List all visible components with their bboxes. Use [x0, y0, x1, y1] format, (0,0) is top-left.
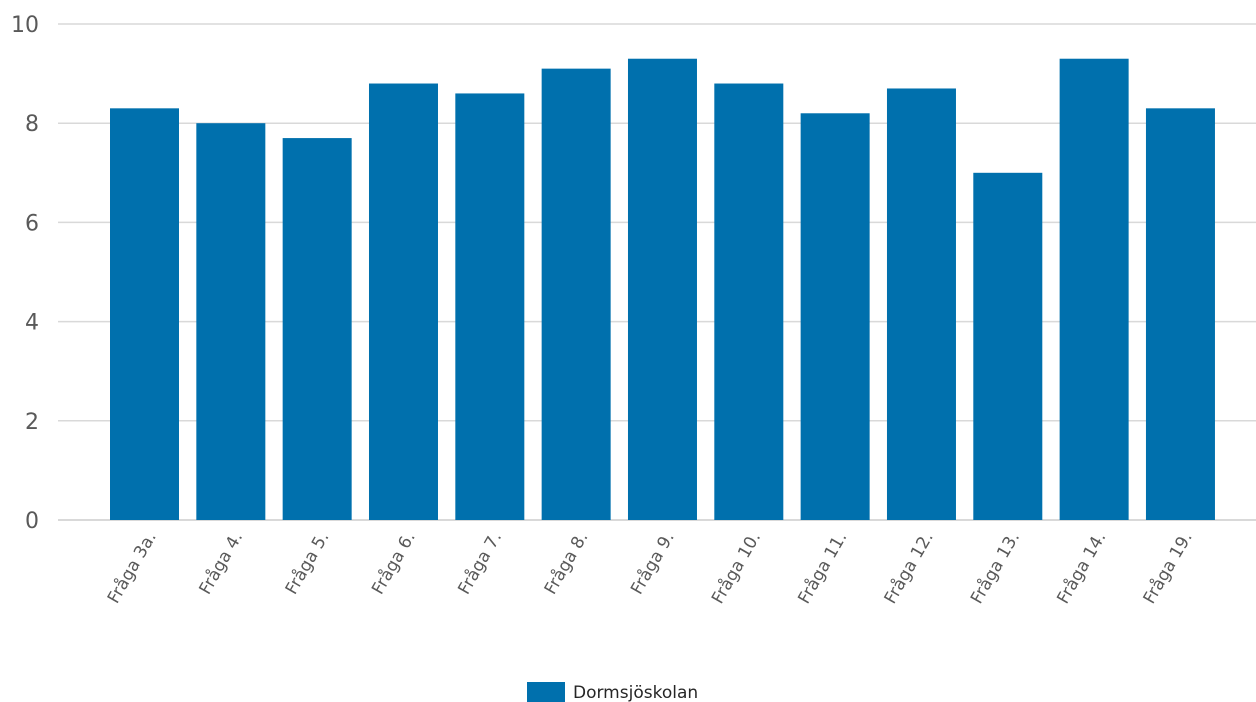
legend: Dormsjöskolan — [527, 682, 698, 702]
x-category-label: Fråga 19. — [1139, 528, 1197, 607]
x-category-label: Fråga 12. — [880, 528, 938, 607]
bar-fr-ga-6 — [368, 83, 438, 521]
legend-swatch-dormsjoskolan — [527, 682, 565, 702]
x-category-label: Fråga 11. — [793, 528, 851, 607]
x-category-label: Fråga 10. — [707, 528, 765, 607]
x-category-label: Fråga 4. — [195, 528, 248, 598]
bars — [110, 58, 1215, 521]
bar-fr-ga-8 — [541, 68, 611, 520]
y-tick-label-10: 10 — [11, 13, 39, 38]
bar-fr-ga-13 — [973, 172, 1043, 521]
y-tick-label-0: 0 — [25, 509, 39, 534]
bar-fr-ga-11 — [800, 113, 870, 520]
bar-fr-ga-19 — [1145, 108, 1215, 520]
y-tick-label-2: 2 — [25, 410, 39, 435]
x-category-label: Fråga 14. — [1052, 528, 1110, 607]
bar-fr-ga-4 — [196, 123, 266, 520]
x-category-label: Fråga 6. — [367, 528, 420, 598]
bar-fr-ga-9 — [627, 58, 697, 520]
x-axis-category-labels: Fråga 3a. Fråga 4. Fråga 5. Fråga 6. Fråga 7… — [103, 528, 1197, 607]
x-category-label: Fråga 13. — [966, 528, 1024, 607]
bar-fr-ga-5 — [282, 138, 352, 520]
y-axis-tick-labels: 0 2 4 6 8 10 — [11, 13, 39, 534]
bar-fr-ga-12 — [886, 88, 956, 520]
bar-fr-ga-7 — [455, 93, 525, 520]
x-category-label: Fråga 9. — [626, 528, 679, 598]
y-tick-label-4: 4 — [25, 311, 39, 336]
x-category-label: Fråga 8. — [540, 528, 593, 598]
x-category-label: Fråga 3a. — [103, 528, 161, 607]
legend-label-dormsjoskolan: Dormsjöskolan — [573, 683, 698, 702]
y-tick-label-6: 6 — [25, 211, 39, 236]
bar-fr-ga-10 — [714, 83, 784, 521]
bar-fr-ga-14 — [1059, 58, 1129, 520]
y-tick-label-8: 8 — [25, 112, 39, 137]
x-category-label: Fråga 7. — [454, 528, 507, 598]
bar-fr-ga-3a — [110, 108, 179, 520]
x-category-label: Fråga 5. — [281, 528, 334, 598]
